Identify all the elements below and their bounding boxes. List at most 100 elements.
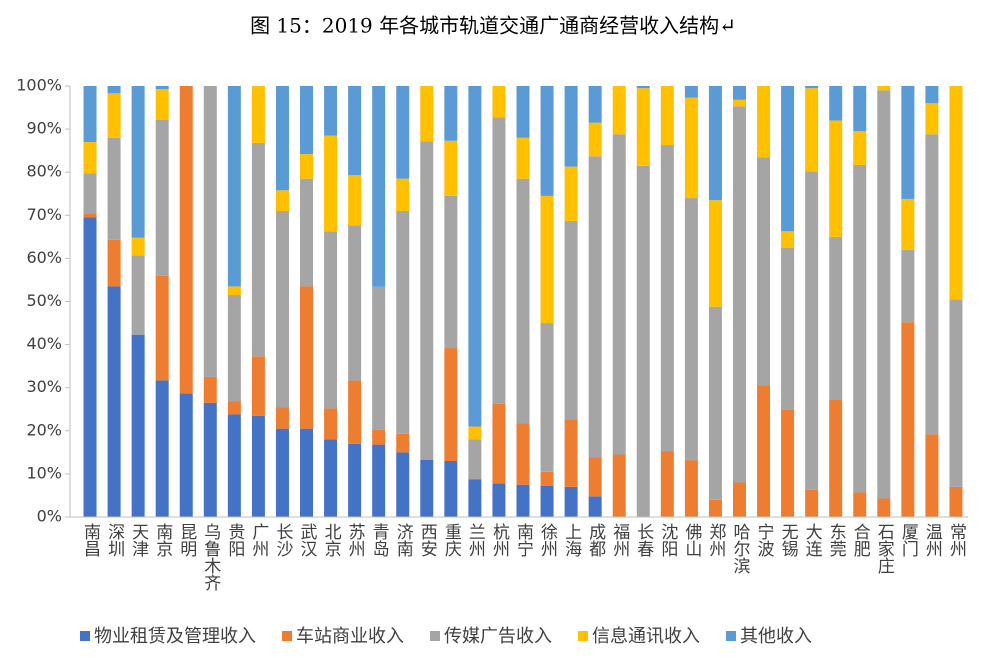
bar-segment — [396, 210, 410, 434]
bar-segment — [708, 86, 722, 201]
x-tick-label: 南宁 — [513, 523, 533, 557]
x-tick-label: 南昌 — [80, 523, 100, 557]
x-tick-label: 南京 — [152, 523, 173, 558]
bar-segment — [203, 376, 217, 403]
bar-segment — [781, 86, 795, 232]
bar-segment — [107, 93, 121, 138]
bar-segment — [708, 306, 722, 500]
y-tick-label: 20% — [26, 420, 62, 439]
bar-segment — [636, 86, 650, 89]
x-tick-label: 苏州 — [345, 523, 366, 557]
bar-segment — [540, 195, 554, 324]
bar-segment — [107, 86, 121, 94]
bar-segment — [131, 334, 145, 517]
bar-segment — [300, 428, 314, 517]
bar-segment — [636, 165, 650, 518]
x-tick-label: 长沙 — [272, 523, 293, 557]
legend-label: 传媒广告收入 — [444, 626, 552, 647]
bar-segment — [829, 236, 843, 400]
legend-swatch — [282, 631, 292, 641]
bar-segment — [300, 86, 314, 155]
bar-segment — [420, 141, 434, 460]
bar-segment — [564, 220, 578, 420]
bar-segment — [853, 131, 867, 165]
bar-segment — [805, 86, 819, 89]
x-tick-label: 贵阳 — [224, 523, 245, 557]
bar-segment — [877, 498, 891, 517]
bar-segment — [372, 444, 386, 517]
bar-segment — [564, 166, 578, 221]
bar-segment — [444, 460, 458, 517]
bar-segment — [949, 486, 963, 517]
legend-label: 信息通讯收入 — [592, 626, 700, 647]
bar-segment — [757, 385, 771, 517]
legend-swatch — [578, 631, 588, 641]
bar-segment — [251, 356, 265, 416]
bar-segment — [516, 484, 530, 517]
bar-segment — [492, 117, 506, 404]
x-tick-label: 厦门 — [898, 523, 919, 558]
bar-segment — [901, 249, 915, 323]
bar-segment — [324, 86, 338, 136]
bar-segment — [781, 409, 795, 517]
bar-segment — [372, 86, 386, 287]
x-tick-label: 上海 — [561, 523, 582, 558]
x-tick-label: 重庆 — [441, 523, 462, 557]
bar-segment — [396, 433, 410, 453]
bar-segment — [155, 275, 169, 381]
bar-segment — [251, 415, 265, 517]
bar-segment — [83, 217, 97, 517]
bar-segment — [925, 103, 939, 135]
bar-segment — [684, 97, 698, 199]
bar-segment — [324, 408, 338, 440]
x-tick-label: 广州 — [248, 523, 269, 557]
x-tick-label: 郑州 — [705, 523, 726, 557]
bar-segment — [324, 231, 338, 409]
bar-segment — [179, 393, 193, 517]
bar-segment — [925, 134, 939, 435]
bar-segment — [131, 255, 145, 335]
bar-segment — [516, 86, 530, 138]
bar-segment — [420, 459, 434, 517]
x-tick-label: 大连 — [802, 523, 823, 557]
legend-label: 车站商业收入 — [296, 626, 404, 647]
x-tick-label: 兰州 — [465, 523, 486, 557]
x-tick-label: 天津 — [128, 523, 149, 557]
bar-segment — [275, 210, 289, 408]
bar-segment — [829, 120, 843, 237]
bar-segment — [949, 299, 963, 487]
bar-segment — [155, 380, 169, 517]
bar-segment — [155, 119, 169, 276]
bar-segment — [853, 492, 867, 517]
bar-segment — [203, 86, 217, 377]
bar-segment — [492, 483, 506, 517]
bar-segment — [588, 457, 602, 497]
bar-segment — [877, 86, 891, 91]
x-tick-label: 温州 — [922, 523, 943, 557]
bar-segment — [805, 171, 819, 490]
y-tick-label: 10% — [26, 463, 62, 482]
x-tick-label: 东莞 — [826, 523, 847, 557]
bar-segment — [107, 239, 121, 287]
x-tick-label: 深圳 — [104, 523, 125, 557]
bar-segment — [708, 499, 722, 517]
legend-label: 其他收入 — [740, 626, 812, 647]
bar-segment — [564, 86, 578, 167]
y-tick-label: 90% — [26, 119, 62, 138]
bar-segment — [155, 89, 169, 120]
bar-segment — [925, 434, 939, 517]
x-tick-label: 沈阳 — [657, 523, 678, 557]
bar-segment — [107, 286, 121, 517]
bar-segment — [396, 452, 410, 517]
bar-segment — [540, 471, 554, 486]
bar-segment — [468, 426, 482, 440]
bar-segment — [781, 231, 795, 248]
bar-segment — [348, 380, 362, 444]
bar-segment — [588, 86, 602, 123]
bar-segment — [203, 402, 217, 517]
bar-segment — [251, 86, 265, 143]
bar-segment — [732, 99, 746, 107]
bar-segment — [853, 86, 867, 132]
chart-title: 图 15：2019 年各城市轨道交通广通商经营收入结构↵ — [250, 14, 736, 38]
x-tick-label: 佛山 — [681, 523, 702, 557]
